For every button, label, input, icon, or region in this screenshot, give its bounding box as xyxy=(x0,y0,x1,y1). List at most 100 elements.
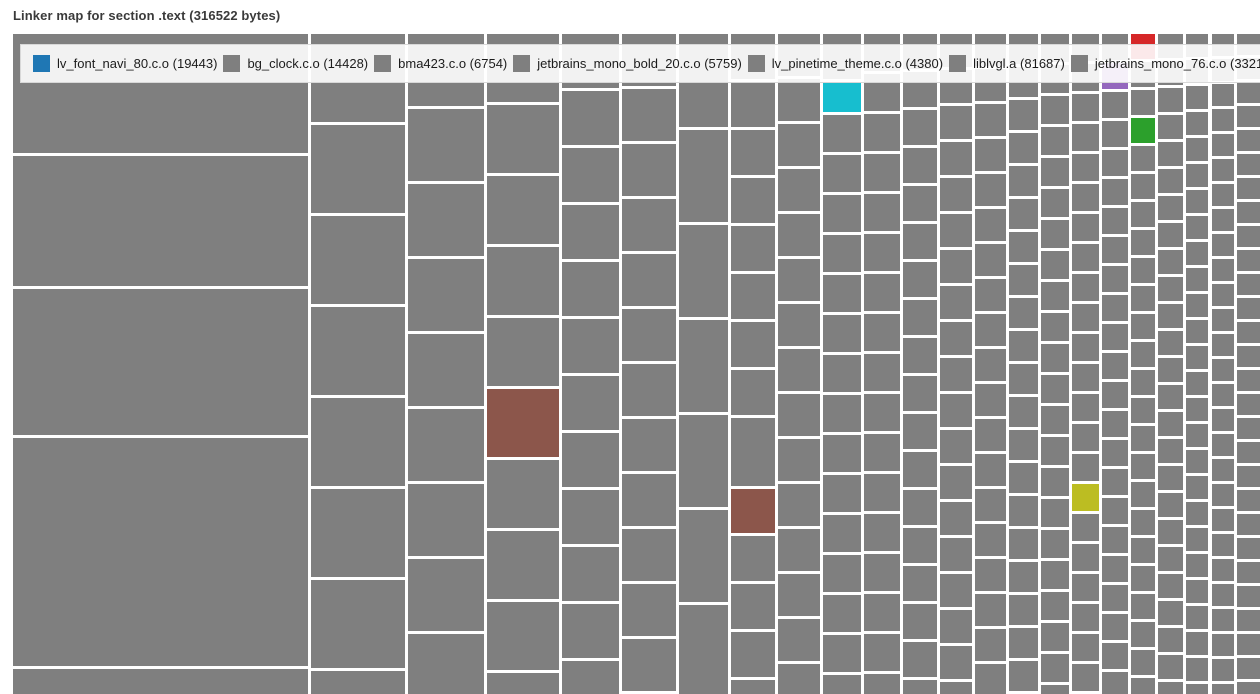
treemap-cell[interactable] xyxy=(778,169,820,211)
treemap-cell[interactable] xyxy=(1237,298,1260,319)
treemap-cell[interactable] xyxy=(1237,154,1260,175)
treemap-cell[interactable] xyxy=(622,309,676,361)
treemap-cell[interactable] xyxy=(823,155,861,192)
treemap-cell[interactable] xyxy=(1072,454,1099,481)
treemap-cell[interactable] xyxy=(1102,643,1128,669)
treemap-cell[interactable] xyxy=(903,528,937,563)
treemap-cell[interactable] xyxy=(1237,250,1260,271)
treemap-cell[interactable] xyxy=(1186,476,1208,499)
treemap-cell[interactable] xyxy=(622,639,676,691)
treemap-cell[interactable] xyxy=(1041,530,1069,558)
treemap-cell[interactable] xyxy=(487,389,559,457)
treemap-cell[interactable] xyxy=(1158,304,1183,328)
treemap-cell[interactable] xyxy=(1041,344,1069,372)
treemap-cell[interactable] xyxy=(903,376,937,411)
treemap-cell[interactable] xyxy=(1131,314,1155,339)
treemap-cell[interactable] xyxy=(311,489,405,577)
treemap-cell[interactable] xyxy=(311,307,405,395)
treemap-cell[interactable] xyxy=(1237,370,1260,391)
treemap-cell[interactable] xyxy=(1131,90,1155,115)
treemap-cell[interactable] xyxy=(940,574,972,607)
treemap-cell[interactable] xyxy=(1212,659,1234,681)
treemap-cell[interactable] xyxy=(1102,266,1128,292)
treemap-cell[interactable] xyxy=(1102,208,1128,234)
treemap-cell[interactable] xyxy=(562,148,619,202)
treemap-cell[interactable] xyxy=(1009,496,1038,526)
treemap-cell[interactable] xyxy=(975,174,1006,206)
treemap-cell[interactable] xyxy=(1009,595,1038,625)
treemap-cell[interactable] xyxy=(1186,528,1208,551)
treemap-cell[interactable] xyxy=(975,524,1006,556)
treemap-cell[interactable] xyxy=(823,675,861,694)
treemap-cell[interactable] xyxy=(487,531,559,599)
treemap-cell[interactable] xyxy=(903,110,937,145)
treemap-cell[interactable] xyxy=(864,314,900,351)
treemap-cell[interactable] xyxy=(731,178,775,223)
treemap-cell[interactable] xyxy=(487,673,559,694)
treemap-cell[interactable] xyxy=(311,671,405,694)
treemap-cell[interactable] xyxy=(1237,130,1260,151)
treemap-cell[interactable] xyxy=(903,224,937,259)
treemap-cell[interactable] xyxy=(1186,424,1208,447)
treemap-cell[interactable] xyxy=(975,244,1006,276)
treemap-cell[interactable] xyxy=(1186,164,1208,187)
treemap-cell[interactable] xyxy=(562,490,619,544)
treemap-cell[interactable] xyxy=(823,115,861,152)
treemap-cell[interactable] xyxy=(408,109,484,181)
treemap-cell[interactable] xyxy=(864,194,900,231)
treemap-cell[interactable] xyxy=(487,318,559,386)
treemap-cell[interactable] xyxy=(1186,320,1208,343)
treemap-cell[interactable] xyxy=(823,395,861,432)
treemap-cell[interactable] xyxy=(1158,655,1183,679)
treemap-cell[interactable] xyxy=(1212,309,1234,331)
treemap-cell[interactable] xyxy=(1186,268,1208,291)
treemap-cell[interactable] xyxy=(1237,490,1260,511)
treemap-cell[interactable] xyxy=(1131,482,1155,507)
treemap-cell[interactable] xyxy=(903,490,937,525)
treemap-cell[interactable] xyxy=(622,474,676,526)
treemap-cell[interactable] xyxy=(622,529,676,581)
treemap-cell[interactable] xyxy=(940,610,972,643)
treemap-cell[interactable] xyxy=(1212,434,1234,456)
treemap-cell[interactable] xyxy=(13,669,308,694)
treemap-cell[interactable] xyxy=(1072,634,1099,661)
treemap-cell[interactable] xyxy=(1009,331,1038,361)
treemap-cell[interactable] xyxy=(1072,184,1099,211)
treemap-cell[interactable] xyxy=(975,104,1006,136)
treemap-cell[interactable] xyxy=(562,547,619,601)
treemap-cell[interactable] xyxy=(975,209,1006,241)
treemap-cell[interactable] xyxy=(1186,580,1208,603)
treemap-cell[interactable] xyxy=(1102,150,1128,176)
treemap-cell[interactable] xyxy=(1009,166,1038,196)
treemap-cell[interactable] xyxy=(731,584,775,629)
treemap-cell[interactable] xyxy=(1009,628,1038,658)
treemap-cell[interactable] xyxy=(903,642,937,677)
treemap-cell[interactable] xyxy=(1072,124,1099,151)
treemap-cell[interactable] xyxy=(1158,169,1183,193)
treemap-cell[interactable] xyxy=(1102,382,1128,408)
treemap-cell[interactable] xyxy=(1158,358,1183,382)
treemap-cell[interactable] xyxy=(1102,179,1128,205)
treemap-cell[interactable] xyxy=(408,409,484,481)
treemap-cell[interactable] xyxy=(487,176,559,244)
treemap-cell[interactable] xyxy=(778,259,820,301)
treemap-cell[interactable] xyxy=(1041,685,1069,694)
treemap-cell[interactable] xyxy=(1212,234,1234,256)
treemap-cell[interactable] xyxy=(1158,412,1183,436)
treemap-cell[interactable] xyxy=(1212,559,1234,581)
treemap-cell[interactable] xyxy=(975,139,1006,171)
treemap-cell[interactable] xyxy=(1237,658,1260,679)
treemap-cell[interactable] xyxy=(622,419,676,471)
treemap-cell[interactable] xyxy=(903,414,937,449)
treemap-cell[interactable] xyxy=(1009,397,1038,427)
treemap-cell[interactable] xyxy=(778,619,820,661)
treemap-cell[interactable] xyxy=(823,515,861,552)
treemap-cell[interactable] xyxy=(1102,353,1128,379)
treemap-cell[interactable] xyxy=(940,682,972,694)
treemap-cell[interactable] xyxy=(940,142,972,175)
treemap-cell[interactable] xyxy=(778,214,820,256)
treemap-cell[interactable] xyxy=(1009,133,1038,163)
treemap-cell[interactable] xyxy=(1186,684,1208,694)
treemap-cell[interactable] xyxy=(1158,439,1183,463)
treemap-cell[interactable] xyxy=(1186,346,1208,369)
